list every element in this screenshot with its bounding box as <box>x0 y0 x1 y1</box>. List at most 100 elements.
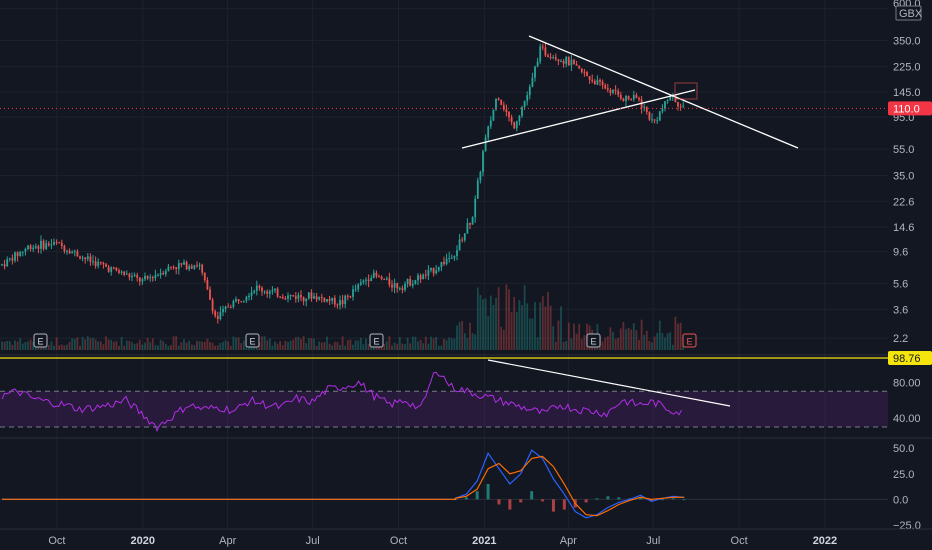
candle-body <box>128 273 131 278</box>
volume-bar <box>432 338 435 350</box>
candlesticks <box>1 43 685 324</box>
volume-bar <box>27 341 29 350</box>
candle-body <box>396 283 399 289</box>
volume-bar <box>237 337 240 350</box>
volume-bar <box>601 341 604 350</box>
volume-bar <box>292 339 295 350</box>
volume-bar <box>94 339 97 350</box>
candle-body <box>53 242 55 245</box>
macd-histogram-bar <box>551 499 555 512</box>
candle-body <box>495 98 497 110</box>
candle-body <box>596 80 599 85</box>
volume-bar <box>448 337 451 350</box>
volume-bar <box>557 320 560 350</box>
candle-body <box>526 95 529 102</box>
volume-bar <box>547 291 549 350</box>
candle-body <box>102 262 105 265</box>
volume-bar <box>58 345 61 350</box>
volume-bar <box>536 337 539 350</box>
candle-body <box>453 256 456 258</box>
candle-body <box>323 297 326 302</box>
candle-body <box>448 257 451 259</box>
macd-histogram-bar <box>508 499 512 510</box>
macd-histogram-bar <box>595 498 599 500</box>
candle-body <box>456 250 458 257</box>
candle-body <box>567 56 570 66</box>
macd-histogram-bar <box>649 499 653 502</box>
volume-bar <box>453 338 456 350</box>
volume-bar <box>573 323 575 350</box>
candle-body <box>648 111 651 120</box>
candle-body <box>253 290 256 293</box>
candle-body <box>73 251 76 253</box>
candle-body <box>250 292 253 296</box>
volume-bar <box>396 343 399 350</box>
candle-body <box>518 115 521 122</box>
candle-body <box>110 267 113 272</box>
candle-body <box>606 88 609 90</box>
candle-body <box>367 279 370 282</box>
candle-body <box>502 104 505 110</box>
rsi-value-badge <box>888 351 932 365</box>
candle-body <box>523 101 526 108</box>
earnings-label: E <box>37 337 43 347</box>
candle-body <box>664 101 666 109</box>
earnings-marker <box>586 333 601 348</box>
price-axis: 350.0225.0145.095.055.035.022.614.69.65.… <box>893 0 923 532</box>
candle-body <box>180 263 183 265</box>
candle-body <box>414 280 417 285</box>
volume-bar <box>679 322 682 350</box>
candle-body <box>580 68 583 72</box>
volume-bar <box>505 284 508 350</box>
candle-body <box>255 285 258 291</box>
volume-bar <box>469 322 471 350</box>
candle-body <box>279 296 282 298</box>
candle-body <box>131 276 133 278</box>
candle-body <box>159 273 162 275</box>
candle-body <box>21 251 24 253</box>
volume-bar <box>120 336 123 350</box>
candle-body <box>435 270 438 274</box>
volume-bar <box>622 321 625 350</box>
candle-body <box>84 257 87 260</box>
candle-body <box>19 252 22 257</box>
volume-bar <box>666 333 669 350</box>
volume-bar <box>458 322 461 350</box>
candle-body <box>216 315 219 320</box>
volume-bar <box>528 318 531 350</box>
volume-bar <box>560 306 562 350</box>
macd-tick-label: 0.0 <box>893 494 908 506</box>
volume-bar <box>6 341 9 350</box>
volume-bar <box>604 337 607 350</box>
volume-bar <box>164 343 167 350</box>
candle-body <box>289 295 292 297</box>
time-axis: Oct 2020 Apr Jul Oct 2021 Apr Jul Oct 2022 <box>0 528 932 547</box>
candle-body <box>349 296 352 298</box>
candle-body <box>292 295 295 297</box>
macd-tick-label: 50.0 <box>893 443 914 455</box>
volume-bar <box>125 340 128 350</box>
volume-bar <box>419 339 422 350</box>
candle-body <box>118 270 120 273</box>
volume-bar <box>489 295 492 350</box>
volume-bar <box>565 340 568 350</box>
volume-bar <box>172 336 175 350</box>
candle-body <box>320 296 323 298</box>
volume-bar <box>456 325 458 350</box>
candle-body <box>359 282 362 285</box>
volume-bar <box>497 287 500 350</box>
volume-bar <box>105 336 107 350</box>
volume-bar <box>502 329 505 350</box>
volume-bar <box>463 333 466 350</box>
volume-bar <box>567 322 570 350</box>
candle-body <box>463 233 466 241</box>
candle-body <box>625 96 627 101</box>
candle-body <box>172 266 175 268</box>
volume-bar <box>430 336 432 350</box>
candle-body <box>305 298 308 302</box>
candle-body <box>37 246 40 249</box>
time-tick-label: Oct <box>731 535 748 547</box>
candle-body <box>601 81 604 86</box>
volume-bar <box>476 287 479 350</box>
